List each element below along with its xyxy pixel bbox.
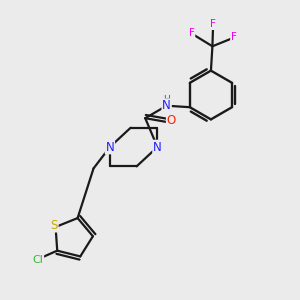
Text: F: F xyxy=(189,28,194,38)
Text: O: O xyxy=(167,114,176,127)
Text: N: N xyxy=(162,99,171,112)
Text: H: H xyxy=(163,95,170,104)
Text: N: N xyxy=(106,140,114,154)
Text: Cl: Cl xyxy=(32,255,44,265)
Text: F: F xyxy=(210,19,216,29)
Text: N: N xyxy=(153,140,162,154)
Text: S: S xyxy=(50,219,58,232)
Text: F: F xyxy=(231,32,237,42)
